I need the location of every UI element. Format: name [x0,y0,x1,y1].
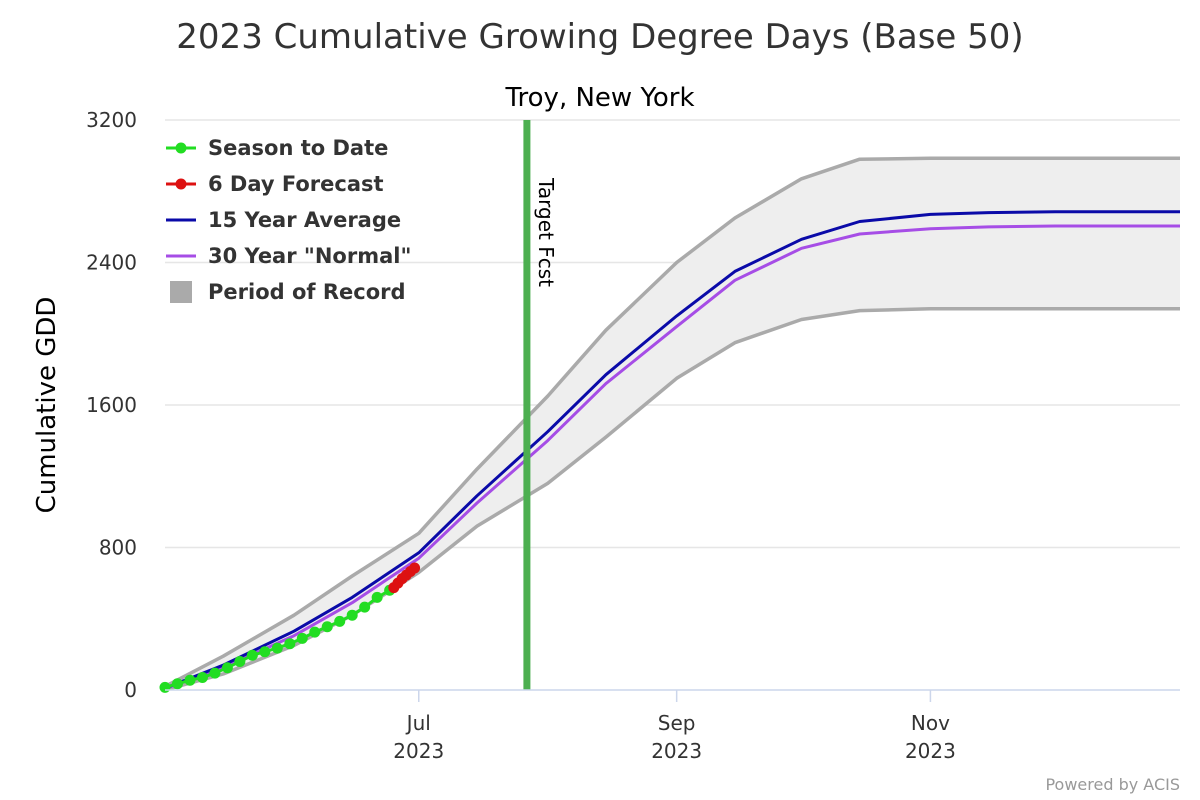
series-lines [159,210,1180,693]
y-tick-label: 2400 [86,251,137,275]
legend-label-15-year-average: 15 Year Average [208,208,401,232]
season-to-date-point [309,626,321,638]
credit-text[interactable]: Powered by ACIS [1045,775,1180,794]
y-tick-label: 3200 [86,108,137,132]
season-to-date-point [271,642,283,654]
season-to-date-point [246,649,258,661]
y-tick-label: 0 [124,678,137,702]
season-to-date-point [371,591,383,603]
legend-marker-6-day-forecast [175,178,187,190]
season-to-date-point [196,672,208,684]
season-to-date-point [334,615,346,627]
legend-marker-season-to-date [175,142,187,154]
15-year-average-line [164,210,1180,690]
legend-label-6-day-forecast: 6 Day Forecast [208,172,384,196]
season-to-date-point [159,681,171,693]
season-to-date-point [221,662,233,674]
grid-lines [165,119,1180,549]
target-forecast-marker: Target Fcst [523,120,558,690]
season-to-date-point [296,632,308,644]
30-year-normal-line [164,224,1180,691]
x-tick-year-label: 2023 [651,739,702,763]
target-forecast-label: Target Fcst [534,177,558,287]
x-tick-year-label: 2023 [393,739,444,763]
legend: Season to Date 6 Day Forecast 15 Year Aver… [166,136,411,304]
y-axis-title: Cumulative GDD [32,297,62,514]
season-to-date-point [171,678,183,690]
season-to-date-point [209,667,221,679]
period-of-record-max-line [164,156,1180,688]
season-to-date-point [359,601,371,613]
legend-label-season-to-date: Season to Date [208,136,388,160]
season-to-date-point [234,656,246,667]
chart-title: 2023 Cumulative Growing Degree Days (Bas… [176,17,1023,57]
chart-subtitle: Troy, New York [504,83,694,113]
y-tick-label: 800 [99,536,137,560]
x-tick-month-label: Sep [658,711,696,735]
axes: 0 800 1600 2400 3200 Jul 2023 Sep 2023 Nov 2023 [86,108,1180,763]
legend-swatch-period-of-record [170,281,192,303]
period-of-record-area [165,158,1180,691]
season-to-date-point [184,674,196,686]
season-to-date-point [321,621,333,633]
season-to-date-point [284,638,296,650]
legend-label-30-year-normal: 30 Year "Normal" [208,244,411,268]
season-to-date-point [259,646,271,658]
season-to-date-point [346,609,358,621]
period-of-record-band [164,156,1180,692]
legend-label-period-of-record: Period of Record [208,280,406,304]
x-tick-year-label: 2023 [905,739,956,763]
6-day-forecast-point [409,562,421,574]
y-tick-label: 1600 [86,393,137,417]
x-tick-month-label: Jul [405,711,431,735]
x-tick-month-label: Nov [911,711,950,735]
